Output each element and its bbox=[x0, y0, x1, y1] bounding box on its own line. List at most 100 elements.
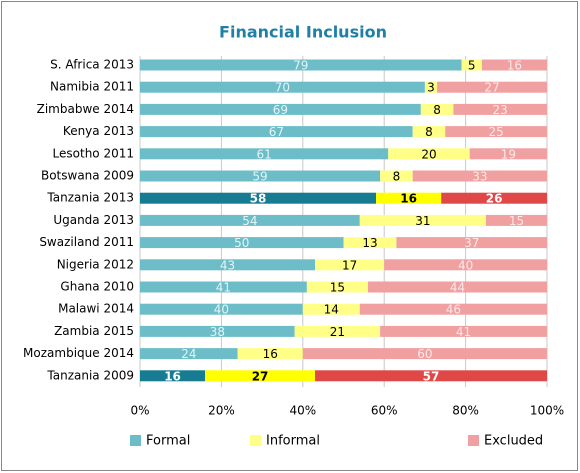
y-tick-label: Tanzania 2009 bbox=[46, 368, 134, 382]
value-label: 15 bbox=[509, 214, 524, 228]
legend-swatch bbox=[130, 435, 141, 446]
bar-segment bbox=[315, 259, 385, 271]
value-label: 13 bbox=[362, 236, 377, 250]
value-label: 24 bbox=[181, 347, 196, 361]
bar-segment bbox=[140, 303, 303, 315]
value-label: 40 bbox=[458, 258, 473, 272]
value-label: 20 bbox=[421, 147, 436, 161]
bar-segment bbox=[412, 170, 547, 182]
legend-label: Formal bbox=[146, 434, 190, 449]
bar-segment bbox=[140, 59, 462, 71]
bar-segment bbox=[140, 259, 316, 271]
x-tick-label: 20% bbox=[208, 404, 235, 418]
bar-segment bbox=[302, 348, 547, 360]
x-tick-label: 0% bbox=[130, 404, 149, 418]
value-label: 61 bbox=[256, 147, 271, 161]
bar-segment bbox=[140, 81, 425, 93]
bar-segment bbox=[359, 303, 547, 315]
bar-segment bbox=[306, 281, 368, 293]
y-tick-label: Zimbabwe 2014 bbox=[37, 102, 134, 116]
x-tick-label: 40% bbox=[289, 404, 316, 418]
value-label: 43 bbox=[220, 258, 235, 272]
value-label: 16 bbox=[400, 192, 417, 206]
value-label: 16 bbox=[507, 59, 522, 73]
bar-segment bbox=[445, 126, 547, 138]
y-tick-label: Malawi 2014 bbox=[58, 302, 134, 316]
y-tick-label: Ghana 2010 bbox=[60, 280, 134, 294]
chart-title: Financial Inclusion bbox=[219, 23, 387, 42]
value-label: 38 bbox=[210, 325, 225, 339]
legend-label: Informal bbox=[266, 434, 320, 449]
value-label: 79 bbox=[293, 59, 308, 73]
bar-segment bbox=[481, 59, 547, 71]
value-label: 59 bbox=[252, 170, 267, 184]
bar-segment bbox=[205, 370, 316, 382]
bar-segment bbox=[294, 325, 381, 337]
y-tick-label: Tanzania 2013 bbox=[46, 191, 134, 205]
bar-segment bbox=[441, 192, 547, 204]
bar-segment bbox=[343, 237, 397, 249]
value-label: 57 bbox=[423, 369, 440, 383]
bar-segment bbox=[461, 59, 482, 71]
bar-segment bbox=[140, 237, 344, 249]
bar-segment bbox=[140, 148, 389, 160]
y-tick-label: Namibia 2011 bbox=[50, 80, 134, 94]
bar-segment bbox=[237, 348, 303, 360]
value-label: 14 bbox=[324, 303, 339, 317]
value-label: 27 bbox=[252, 369, 269, 383]
bar-segment bbox=[140, 126, 413, 138]
value-label: 58 bbox=[250, 192, 267, 206]
value-label: 46 bbox=[446, 303, 461, 317]
bar-segment bbox=[140, 170, 381, 182]
value-label: 67 bbox=[269, 125, 284, 139]
value-label: 44 bbox=[450, 281, 465, 295]
legend-label: Excluded bbox=[484, 434, 543, 449]
bar-segment bbox=[367, 281, 547, 293]
value-label: 69 bbox=[273, 103, 288, 117]
bar-segment bbox=[359, 214, 486, 226]
bar-segment bbox=[140, 370, 206, 382]
bar-segment bbox=[420, 103, 454, 115]
bar-segment bbox=[396, 237, 547, 249]
y-tick-label: S. Africa 2013 bbox=[50, 58, 134, 72]
bar-segment bbox=[140, 192, 377, 204]
bar-segment bbox=[388, 148, 470, 160]
bar-segment bbox=[412, 126, 446, 138]
y-tick-label: Mozambique 2014 bbox=[23, 346, 134, 360]
y-tick-label: Lesotho 2011 bbox=[53, 146, 134, 160]
value-label: 8 bbox=[393, 170, 401, 184]
bar-segment bbox=[485, 214, 547, 226]
value-label: 17 bbox=[342, 258, 357, 272]
value-label: 41 bbox=[456, 325, 471, 339]
bar-segment bbox=[140, 281, 307, 293]
value-label: 23 bbox=[493, 103, 508, 117]
y-tick-label: Swaziland 2011 bbox=[39, 235, 134, 249]
value-label: 8 bbox=[425, 125, 433, 139]
value-label: 41 bbox=[216, 281, 231, 295]
value-label: 16 bbox=[164, 369, 181, 383]
value-label: 3 bbox=[427, 81, 435, 95]
value-label: 15 bbox=[330, 281, 345, 295]
value-label: 19 bbox=[501, 147, 516, 161]
y-tick-label: Kenya 2013 bbox=[63, 124, 134, 138]
x-tick-label: 100% bbox=[530, 404, 564, 418]
bar-segment bbox=[384, 259, 547, 271]
value-label: 21 bbox=[330, 325, 345, 339]
x-tick-label: 60% bbox=[371, 404, 398, 418]
bar-segment bbox=[380, 325, 547, 337]
bar-segment bbox=[302, 303, 360, 315]
value-label: 60 bbox=[417, 347, 432, 361]
bar-segment bbox=[469, 148, 547, 160]
value-label: 50 bbox=[234, 236, 249, 250]
y-tick-label: Botswana 2009 bbox=[41, 169, 134, 183]
value-label: 8 bbox=[433, 103, 441, 117]
bar-segment bbox=[453, 103, 547, 115]
bar-segment bbox=[376, 192, 442, 204]
y-tick-label: Zambia 2015 bbox=[54, 324, 134, 338]
bar-segment bbox=[437, 81, 547, 93]
value-label: 5 bbox=[468, 59, 476, 73]
value-label: 16 bbox=[263, 347, 278, 361]
value-label: 25 bbox=[488, 125, 503, 139]
